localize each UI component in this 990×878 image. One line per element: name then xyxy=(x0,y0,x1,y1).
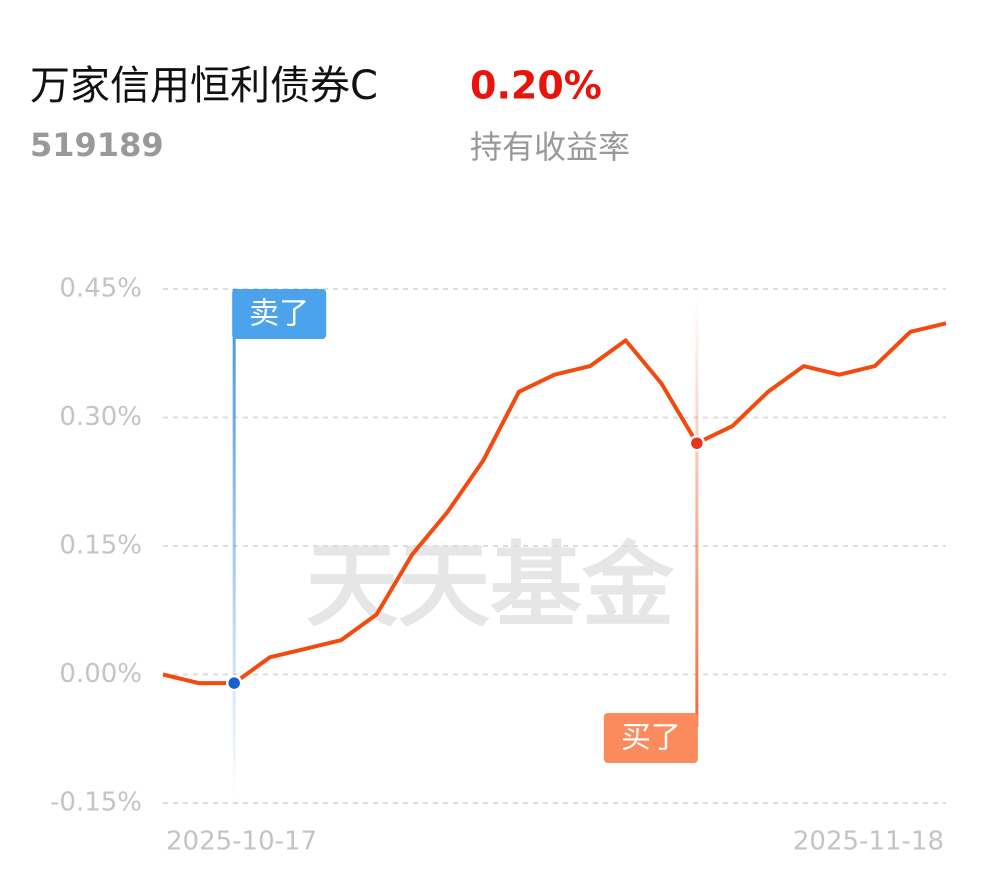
x-tick-label: 2025-11-18 xyxy=(793,827,944,857)
annotation-box xyxy=(232,289,327,339)
y-tick-label: 0.00% xyxy=(59,659,142,689)
y-tick-label: -0.15% xyxy=(50,788,142,818)
return-value: 0.20% xyxy=(470,64,602,108)
fund-code: 519189 xyxy=(30,126,164,164)
return-label: 持有收益率 xyxy=(470,128,630,166)
trade-point xyxy=(225,674,243,692)
line-series xyxy=(162,321,947,686)
y-tick-label: 0.30% xyxy=(59,402,142,432)
annotation-label: 买了 xyxy=(621,721,681,756)
x-tick-label: 2025-10-17 xyxy=(166,827,317,857)
buy-guide-line xyxy=(695,297,699,727)
y-tick-label: 0.15% xyxy=(59,531,142,561)
sell-guide-line xyxy=(232,289,236,798)
trade-point xyxy=(688,434,706,452)
annotation-box xyxy=(603,713,698,763)
annotation-label: 卖了 xyxy=(249,297,309,332)
y-tick-label: 0.45% xyxy=(59,274,142,304)
fund-title: 万家信用恒利债券C xyxy=(30,63,378,109)
